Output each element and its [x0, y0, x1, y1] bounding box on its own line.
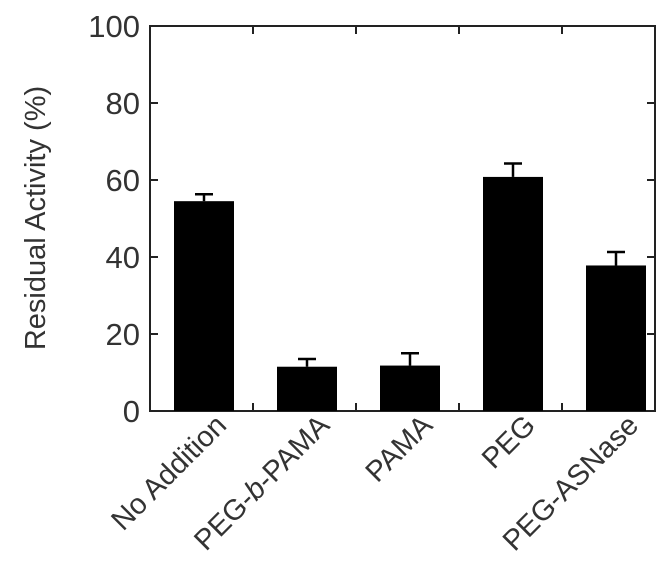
y-tick-label: 20 — [106, 317, 140, 352]
y-tick-label: 60 — [106, 163, 140, 198]
y-tick-label: 80 — [106, 86, 140, 121]
bars — [174, 176, 646, 411]
bar — [380, 365, 440, 411]
y-tick-label: 0 — [123, 394, 140, 429]
x-tick-label: PAMA — [360, 409, 440, 489]
bar — [586, 265, 646, 411]
y-tick-label: 40 — [106, 240, 140, 275]
axis-ticks — [150, 25, 655, 412]
bar — [483, 176, 543, 411]
error-bars — [195, 162, 625, 367]
x-tick-label: PEG — [476, 409, 542, 475]
bar — [174, 201, 234, 411]
y-axis-label: Residual Activity (%) — [20, 86, 52, 350]
y-tick-label: 100 — [88, 9, 140, 44]
bar — [277, 366, 337, 411]
y-tick-labels: 0 20 40 60 80 100 — [88, 9, 140, 429]
